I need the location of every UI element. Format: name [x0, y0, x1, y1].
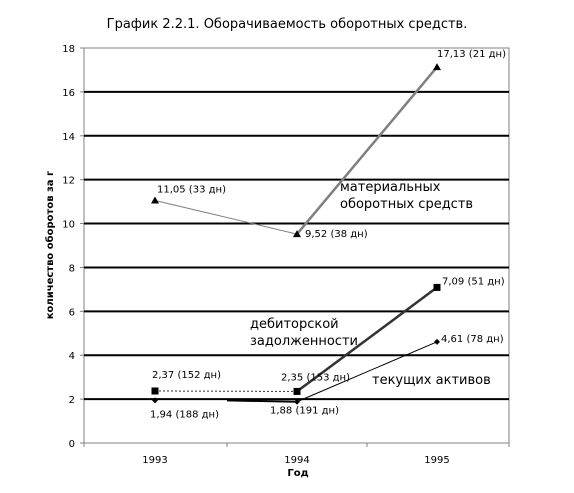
x-tick-label: 1994 — [284, 455, 309, 466]
data-label: 11,05 (33 дн) — [157, 185, 226, 196]
data-point-diamond — [294, 398, 300, 405]
annotation-line: оборотных средств — [340, 197, 473, 212]
data-label: 2,37 (152 дн) — [152, 370, 221, 381]
y-tick-label: 4 — [69, 351, 75, 362]
data-point-square — [433, 283, 441, 291]
annotations: материальных оборотных средств дебиторской… — [250, 180, 491, 388]
y-tick-label: 18 — [62, 44, 75, 55]
data-point-triangle — [293, 230, 301, 238]
series-annotation: материальных оборотных средств — [340, 180, 473, 212]
series-layer — [151, 63, 441, 405]
series-line-segment — [226, 399, 298, 403]
y-axis-label: количество оборотов за г — [44, 171, 56, 320]
data-point-diamond — [152, 397, 158, 404]
x-tick-label: 1993 — [142, 455, 167, 466]
x-axis-label: Год — [287, 468, 308, 479]
y-axis: 0 2 4 6 8 10 12 14 16 18 — [62, 44, 84, 450]
series-2 — [151, 283, 441, 395]
series-line-segment — [154, 200, 298, 235]
data-point-triangle — [151, 196, 159, 204]
y-tick-label: 2 — [69, 395, 75, 406]
annotation-line: текущих активов — [372, 373, 491, 388]
y-tick-label: 16 — [62, 88, 75, 99]
y-tick-label: 10 — [62, 220, 75, 231]
y-tick-label: 12 — [62, 176, 75, 187]
data-labels: 11,05 (33 дн) 9,52 (38 дн) 17,13 (21 дн) 2,… — [150, 49, 506, 420]
y-tick-label: 0 — [69, 439, 75, 450]
series-line-segment — [296, 66, 438, 235]
y-tick-label: 14 — [62, 132, 75, 143]
data-label: 1,88 (191 дн) — [270, 406, 339, 417]
chart-title: График 2.2.1. Оборачиваемость оборотных … — [107, 17, 468, 32]
data-label: 7,09 (51 дн) — [442, 276, 505, 287]
annotation-line: дебиторской — [250, 317, 339, 332]
annotation-line: материальных — [340, 180, 441, 195]
data-label: 17,13 (21 дн) — [437, 49, 506, 60]
series-annotation: дебиторской задолженности — [250, 317, 358, 349]
data-point-square — [151, 387, 159, 395]
data-label: 2,35 (153 дн) — [281, 372, 350, 383]
data-point-triangle — [433, 63, 441, 71]
series-annotation: текущих активов — [372, 373, 491, 388]
annotation-line: задолженности — [250, 334, 358, 349]
y-tick-label: 8 — [69, 263, 75, 274]
data-label: 9,52 (38 дн) — [305, 229, 368, 240]
data-label: 1,94 (188 дн) — [150, 409, 219, 420]
series-1 — [151, 63, 441, 238]
plot-area — [83, 47, 510, 444]
data-point-diamond — [434, 338, 440, 345]
x-tick-label: 1995 — [424, 455, 449, 466]
series-line-segment — [296, 341, 438, 403]
y-tick-label: 6 — [69, 307, 75, 318]
x-axis: 1993 1994 1995 — [83, 443, 510, 466]
series-3 — [152, 338, 440, 405]
data-point-square — [293, 387, 301, 395]
data-label: 4,61 (78 дн) — [441, 334, 504, 345]
series-line-segment — [296, 286, 438, 393]
